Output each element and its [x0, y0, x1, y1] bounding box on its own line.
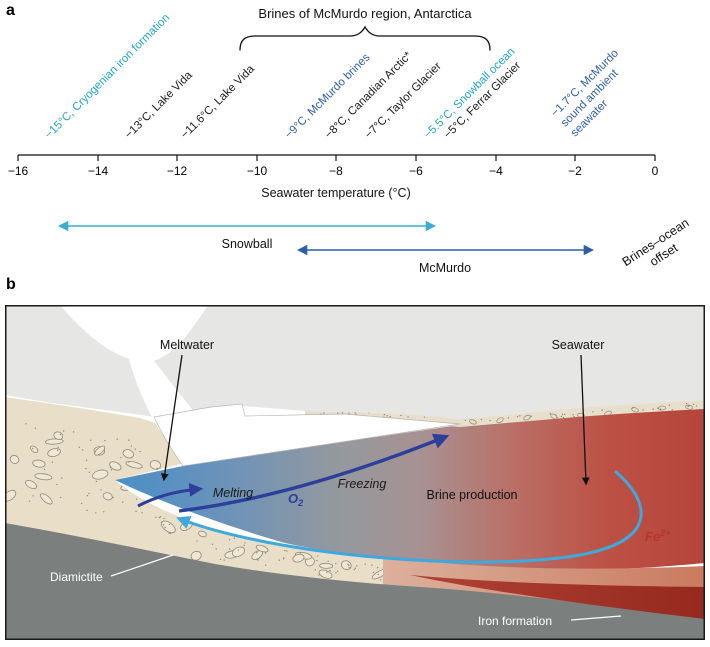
iron-ion-label: Fe2+ — [645, 528, 671, 544]
axis-tick-label: −16 — [8, 164, 29, 178]
axis-tick-label: 0 — [652, 164, 659, 178]
axis-tick-label: −10 — [247, 164, 268, 178]
mcmurdo-range-label: McMurdo — [419, 261, 471, 275]
panel-b-frame — [5, 305, 705, 640]
meltwater-pointer-arrow — [160, 354, 183, 482]
iron-superscript: 2+ — [659, 528, 671, 539]
diamictite-leader-line — [110, 554, 174, 577]
snowball-range-label: Snowball — [222, 237, 273, 251]
iron-formation-leader-line — [570, 615, 622, 621]
axis-tick-label: −4 — [489, 164, 503, 178]
basement-layer — [5, 523, 705, 640]
curly-brace — [239, 25, 491, 51]
freezing-flow-arrow — [178, 433, 450, 513]
melting-label: Melting — [213, 486, 253, 500]
panel-a-letter: a — [6, 2, 15, 19]
axis-tick-label: −6 — [409, 164, 423, 178]
iron-formation-label: Iron formation — [478, 614, 552, 628]
freezing-label: Freezing — [338, 477, 387, 491]
brine-production-label: Brine production — [426, 488, 517, 502]
axis-tick-label: −12 — [167, 164, 188, 178]
seawater-label: Seawater — [552, 338, 605, 352]
axis-tick-label: −2 — [568, 164, 582, 178]
iron-formation-layer — [410, 575, 705, 619]
panel-b-schematic: Meltwater Seawater Melting Freezing O2 B… — [5, 305, 705, 640]
axis-tick-label: −8 — [329, 164, 343, 178]
oxygen-label: O2 — [288, 491, 303, 508]
oxygen-symbol: O — [288, 491, 298, 506]
meltwater-label: Meltwater — [160, 338, 214, 352]
seawater-pointer-arrow — [580, 354, 590, 486]
melting-arrow — [137, 483, 204, 508]
axis-tick-marks — [17, 155, 656, 161]
panel-a-title: Brines of McMurdo region, Antarctica — [258, 6, 472, 21]
panel-b-letter: b — [6, 276, 16, 293]
ocean-water-gradient — [115, 408, 705, 570]
meltwater-channel — [60, 305, 208, 424]
axis-tick-label: −14 — [88, 164, 109, 178]
axis-title: Seawater temperature (°C) — [261, 186, 411, 200]
oxygen-subscript: 2 — [297, 498, 303, 508]
diamictite-label: Diamictite — [50, 570, 103, 584]
seawater-circulation-arrow — [176, 469, 643, 564]
iron-symbol: Fe — [645, 529, 660, 544]
panel-a-plot: Brines of McMurdo region, Antarctica −16… — [8, 6, 659, 275]
